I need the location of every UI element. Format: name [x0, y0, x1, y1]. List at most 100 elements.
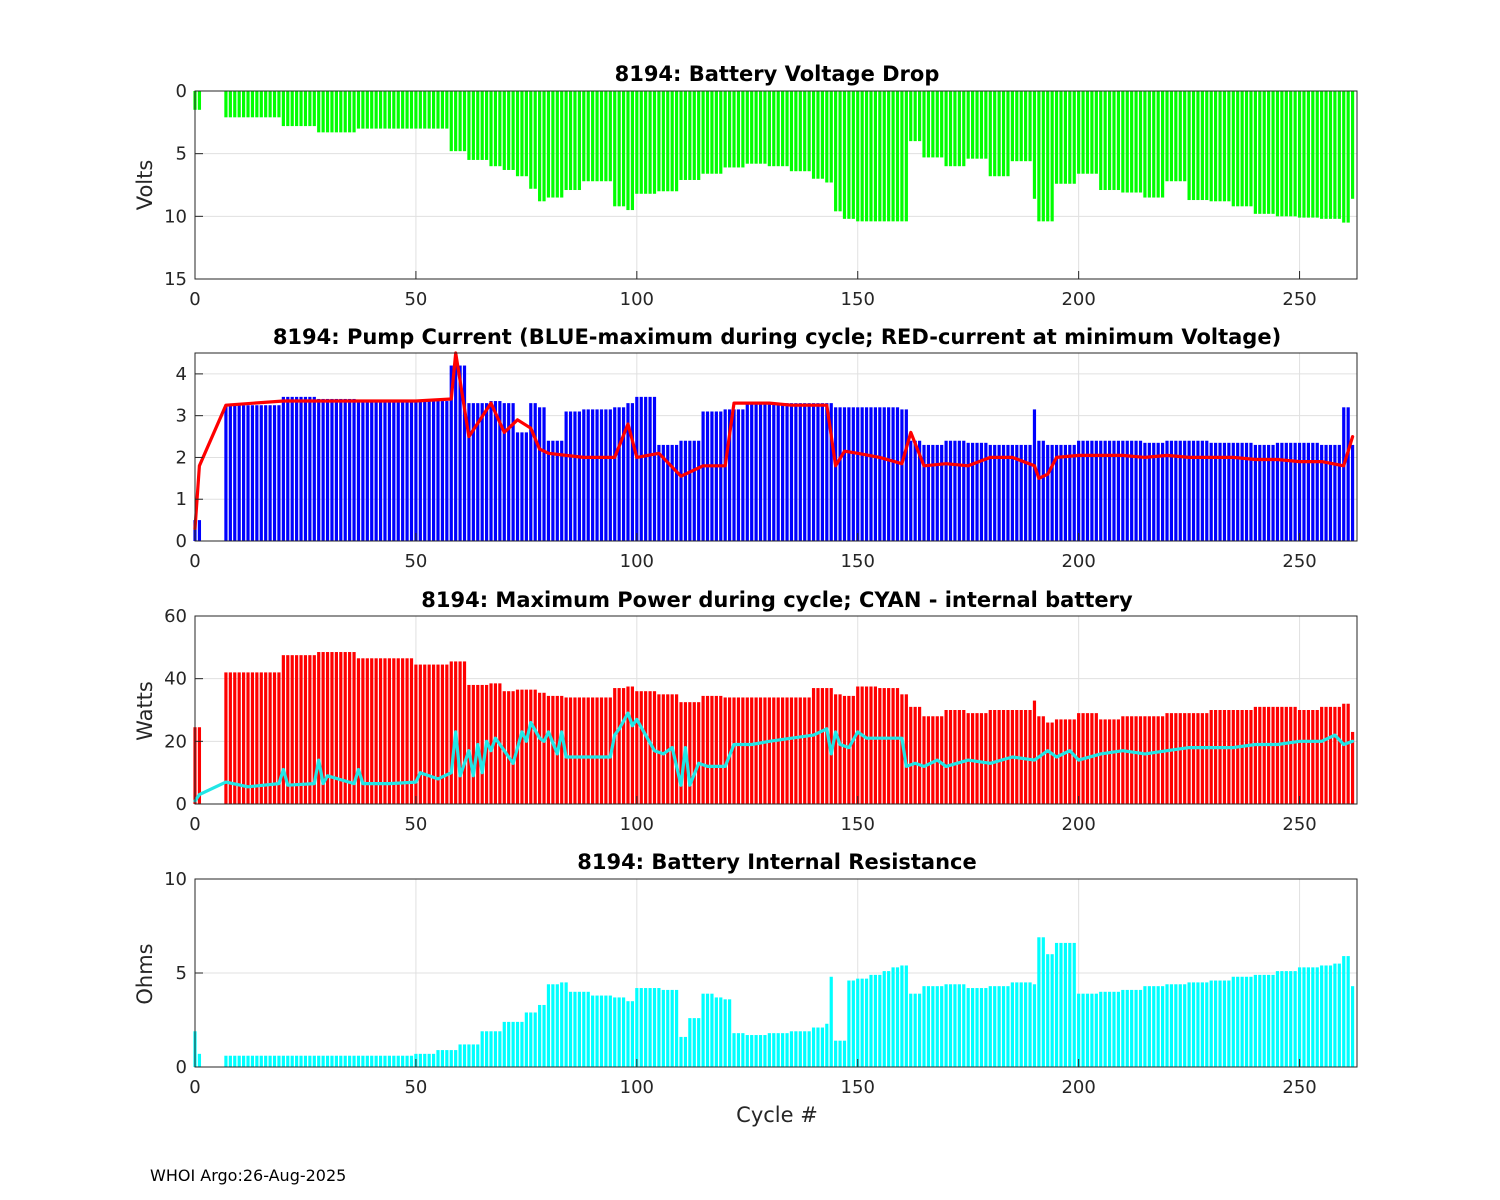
bar-cycle-245: [1275, 971, 1280, 1067]
bar-cycle-59: [454, 91, 458, 152]
bar-cycle-205: [1099, 440, 1103, 541]
ylabel-voltage-drop: Volts: [133, 160, 157, 211]
ylabel-max-power: Watts: [133, 681, 157, 741]
bar-cycle-167: [931, 444, 935, 541]
bar-cycle-140: [811, 403, 816, 541]
bar-cycle-196: [1059, 719, 1063, 804]
bar-cycle-100: [635, 691, 639, 804]
bar-cycle-210: [1121, 440, 1125, 541]
bar-cycle-148: [847, 695, 851, 804]
bar-cycle-7: [224, 1055, 228, 1067]
bar-cycle-255: [1320, 444, 1324, 541]
bar-cycle-198: [1068, 942, 1072, 1067]
bar-cycle-116: [705, 91, 710, 174]
bar-cycle-85: [568, 991, 573, 1067]
bar-cycle-169: [940, 986, 944, 1067]
bar-cycle-150: [856, 978, 860, 1067]
bar-cycle-62: [467, 91, 471, 160]
bar-cycle-152: [864, 978, 869, 1067]
bar-cycle-247: [1284, 706, 1288, 804]
bar-cycle-30: [325, 91, 330, 133]
bar-cycle-73: [515, 1021, 520, 1067]
bar-cycle-38: [361, 91, 365, 129]
bar-cycle-215: [1143, 91, 1147, 198]
bar-cycle-258: [1333, 91, 1337, 219]
bar-cycle-103: [648, 91, 652, 194]
bar-cycle-170: [944, 91, 948, 167]
bar-cycle-39: [365, 658, 369, 804]
bar-cycle-137: [798, 697, 802, 804]
bar-cycle-126: [750, 91, 754, 164]
bar-cycle-62: [467, 403, 471, 541]
bar-cycle-45: [392, 1055, 396, 1067]
bar-cycle-138: [803, 697, 807, 804]
bar-cycle-127: [754, 403, 758, 541]
bar-cycle-231: [1214, 442, 1218, 541]
bar-cycle-253: [1311, 91, 1315, 218]
bar-cycle-90: [591, 697, 595, 804]
bar-cycle-138: [803, 1031, 807, 1067]
bar-cycle-237: [1240, 976, 1244, 1067]
panel-title-max-power: 8194: Maximum Power during cycle; CYAN -…: [421, 588, 1133, 612]
bar-cycle-121: [728, 409, 732, 541]
bar-cycle-148: [847, 407, 851, 541]
bar-cycle-113: [692, 1018, 696, 1067]
bar-cycle-113: [692, 440, 696, 541]
bar-cycle-232: [1218, 710, 1222, 804]
bar-cycle-260: [1342, 703, 1346, 804]
bar-cycle-199: [1072, 942, 1076, 1067]
bar-cycle-209: [1116, 91, 1121, 191]
bar-cycle-259: [1337, 444, 1341, 541]
bar-cycle-205: [1099, 991, 1103, 1067]
bar-cycle-152: [864, 407, 869, 541]
bar-cycle-204: [1094, 91, 1098, 174]
bar-cycle-114: [697, 91, 701, 180]
ytick-label: 3: [176, 406, 187, 427]
bar-cycle-164: [917, 91, 922, 142]
bar-cycle-256: [1324, 965, 1328, 1067]
bar-cycle-262: [1350, 731, 1355, 804]
bar-cycle-261: [1346, 407, 1350, 541]
bar-cycle-188: [1024, 444, 1028, 541]
bar-cycle-30: [325, 398, 330, 541]
bar-cycle-168: [935, 444, 939, 541]
xtick-label: 150: [841, 814, 875, 835]
bar-cycle-175: [966, 988, 970, 1067]
bar-cycle-174: [962, 440, 966, 541]
bar-cycle-262: [1350, 444, 1355, 541]
ytick-label: 10: [164, 869, 187, 890]
bar-cycle-70: [502, 1021, 506, 1067]
bar-cycle-88: [582, 991, 586, 1067]
bar-cycle-218: [1156, 716, 1160, 804]
bar-cycle-172: [953, 984, 957, 1067]
bar-cycle-96: [617, 997, 621, 1067]
footer-stamp: WHOI Argo:26-Aug-2025: [150, 1166, 347, 1185]
bar-cycle-58: [449, 661, 453, 804]
bar-cycle-116: [705, 411, 710, 541]
bar-cycle-207: [1107, 719, 1112, 804]
bar-cycle-157: [887, 91, 891, 222]
bar-cycle-188: [1024, 710, 1028, 804]
bar-cycle-159: [895, 967, 900, 1067]
bar-cycle-206: [1103, 991, 1107, 1067]
bar-cycle-208: [1112, 91, 1116, 191]
series-line-1: [193, 351, 1355, 531]
series-line-1: [193, 711, 1355, 803]
bar-cycle-111: [683, 1036, 688, 1067]
bar-cycle-83: [560, 695, 564, 804]
bar-cycle-122: [732, 409, 736, 541]
bar-cycle-223: [1178, 713, 1182, 804]
bar-cycle-51: [418, 1053, 422, 1067]
bar-cycle-167: [931, 91, 935, 158]
bar-cycle-192: [1041, 91, 1045, 222]
bar-cycle-229: [1205, 440, 1209, 541]
bar-cycle-173: [957, 91, 961, 167]
bar-cycle-125: [745, 91, 749, 164]
bar-cycle-137: [798, 1031, 802, 1067]
bar-cycle-34: [343, 652, 347, 804]
bar-cycle-54: [431, 401, 436, 541]
bar-cycle-233: [1222, 91, 1227, 202]
bar-cycle-81: [551, 984, 555, 1067]
bar-cycle-97: [621, 407, 626, 541]
bar-cycle-60: [458, 1044, 462, 1067]
